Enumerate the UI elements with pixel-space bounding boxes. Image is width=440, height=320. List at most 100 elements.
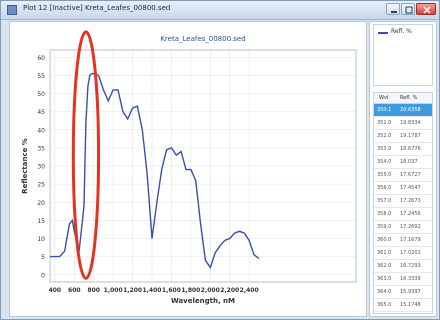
table-row[interactable]: 354.0 18.037: [374, 156, 432, 169]
table-row[interactable]: 359.0 17.2692: [374, 221, 432, 234]
legend-swatch: [378, 32, 388, 34]
x-tick-label: 2,200: [220, 287, 239, 294]
cell-reflectance: 17.4547: [400, 185, 421, 191]
cell-reflectance: 17.1679: [400, 237, 421, 243]
title-bar[interactable]: Plot 12 [Inactive] Kreta_Leafes_00800.se…: [1, 1, 439, 20]
cell-wavelength: 353.0: [377, 146, 392, 152]
x-tick-label: 2,400: [240, 287, 259, 294]
cell-reflectance: 16.7293: [400, 263, 421, 269]
cell-wavelength: 361.0: [377, 250, 392, 256]
y-tick-label: 10: [37, 236, 45, 243]
data-table[interactable]: Wvl Refl. % 350.1 20.6358 351.0 19.8334 352.…: [373, 92, 433, 314]
y-tick-label: 55: [37, 73, 45, 80]
legend: Refl. %: [373, 24, 433, 86]
table-row[interactable]: 350.1 20.6358: [374, 104, 432, 117]
table-row[interactable]: 363.0 16.3339: [374, 273, 432, 286]
plot-area[interactable]: Kreta_Leafes_00800.sed 0 5 10 15 20 25 30 35 40 4…: [9, 21, 367, 317]
y-tick-label: 25: [37, 182, 45, 189]
annotation-ellipse: [71, 30, 101, 280]
y-tick-labels: 0 5 10 15 20 25 30 35 40 45 50 55 60: [37, 55, 45, 280]
minimize-icon: [391, 11, 397, 13]
reflectance-chart: Kreta_Leafes_00800.sed 0 5 10 15 20 25 30 35 40 4…: [21, 30, 357, 305]
x-tick-label: 1,400: [143, 287, 162, 294]
window-title: Plot 12 [Inactive] Kreta_Leafes_00800.se…: [23, 4, 171, 12]
cell-wavelength: 356.0: [377, 185, 392, 191]
y-tick-label: 15: [37, 218, 45, 225]
cell-wavelength: 365.0: [377, 302, 392, 308]
x-tick-label: 600: [68, 287, 81, 294]
maximize-icon: [405, 6, 413, 14]
y-tick-label: 0: [41, 272, 45, 279]
table-row[interactable]: 360.0 17.1679: [374, 234, 432, 247]
cell-wavelength: 352.0: [377, 133, 392, 139]
y-tick-label: 45: [37, 109, 45, 116]
y-tick-label: 20: [37, 200, 45, 207]
cell-reflectance: 20.6358: [400, 107, 421, 113]
cell-reflectance: 15.9397: [400, 289, 421, 295]
plot-app-icon: [7, 5, 17, 15]
x-tick-label: 1,600: [162, 287, 181, 294]
y-axis-label: Reflectance %: [21, 138, 29, 194]
close-button[interactable]: [416, 3, 436, 15]
cell-wavelength: 364.0: [377, 289, 392, 295]
table-row[interactable]: 353.0 18.6776: [374, 143, 432, 156]
column-header-wavelength[interactable]: Wvl: [379, 95, 389, 101]
cell-wavelength: 360.0: [377, 237, 392, 243]
x-tick-labels: 400 600 800 1,000 1,200 1,400 1,600 1,800 2,000 2…: [49, 287, 259, 294]
y-tick-label: 30: [37, 164, 45, 171]
column-header-reflectance[interactable]: Refl. %: [400, 95, 418, 101]
minimize-button[interactable]: [386, 3, 400, 15]
table-row[interactable]: 358.0 17.2456: [374, 208, 432, 221]
cell-wavelength: 355.0: [377, 172, 392, 178]
x-tick-label: 800: [87, 287, 100, 294]
cell-wavelength: 362.0: [377, 263, 392, 269]
cell-reflectance: 18.6776: [400, 146, 421, 152]
series-line-reflectance: [50, 72, 260, 270]
table-row[interactable]: 357.0 17.2673: [374, 195, 432, 208]
chart-grid: [50, 50, 356, 282]
table-header: Wvl Refl. %: [374, 93, 432, 104]
table-row[interactable]: 361.0 17.0201: [374, 247, 432, 260]
x-tick-label: 2,000: [201, 287, 220, 294]
table-row[interactable]: 365.0 15.1748: [374, 299, 432, 312]
table-row[interactable]: 364.0 15.9397: [374, 286, 432, 299]
cell-reflectance: 17.2692: [400, 224, 421, 230]
cell-wavelength: 351.0: [377, 120, 392, 126]
cell-wavelength: 359.0: [377, 224, 392, 230]
x-tick-label: 1,200: [123, 287, 142, 294]
cell-wavelength: 350.1: [377, 107, 392, 113]
chart-title: Kreta_Leafes_00800.sed: [160, 35, 245, 43]
x-axis-label: Wavelength, nM: [171, 297, 235, 305]
plot-frame: [49, 49, 357, 283]
cell-wavelength: 354.0: [377, 159, 392, 165]
cell-reflectance: 17.2673: [400, 198, 421, 204]
table-row[interactable]: 355.0 17.6727: [374, 169, 432, 182]
cell-reflectance: 17.2456: [400, 211, 421, 217]
cell-wavelength: 357.0: [377, 198, 392, 204]
cell-reflectance: 19.1787: [400, 133, 421, 139]
maximize-button[interactable]: [401, 3, 415, 15]
y-tick-label: 35: [37, 145, 45, 152]
cell-reflectance: 16.3339: [400, 276, 421, 282]
side-panel: Refl. % Wvl Refl. % 350.1 20.6358 351.0 19.…: [369, 21, 437, 317]
y-tick-label: 50: [37, 91, 45, 98]
table-row[interactable]: 352.0 19.1787: [374, 130, 432, 143]
x-tick-label: 1,800: [181, 287, 200, 294]
x-tick-label: 1,000: [104, 287, 123, 294]
cell-wavelength: 358.0: [377, 211, 392, 217]
y-tick-label: 60: [37, 55, 45, 62]
table-row[interactable]: 362.0 16.7293: [374, 260, 432, 273]
table-row[interactable]: 356.0 17.4547: [374, 182, 432, 195]
legend-entry: Refl. %: [391, 28, 412, 35]
cell-reflectance: 17.6727: [400, 172, 421, 178]
cell-reflectance: 18.037: [400, 159, 418, 165]
cell-wavelength: 363.0: [377, 276, 392, 282]
cell-reflectance: 15.1748: [400, 302, 421, 308]
x-tick-label: 400: [49, 287, 62, 294]
cell-reflectance: 19.8334: [400, 120, 421, 126]
table-row[interactable]: 351.0 19.8334: [374, 117, 432, 130]
y-tick-label: 40: [37, 127, 45, 134]
cell-reflectance: 17.0201: [400, 250, 421, 256]
y-tick-label: 5: [41, 254, 45, 261]
